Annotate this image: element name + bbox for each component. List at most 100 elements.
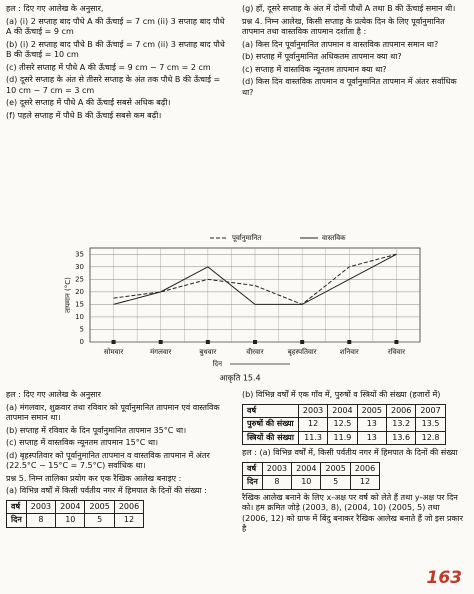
paragraph: (g) हाँ, दूसरे सप्ताह के अंत में दोनों प… bbox=[242, 4, 456, 13]
table-cell: वर्ष bbox=[6, 499, 27, 514]
paragraph: रैखिक आलेख बनाने के लिए x-अक्ष पर वर्ष क… bbox=[242, 492, 463, 534]
x-tick-label: मंगलवार bbox=[150, 348, 172, 356]
table: वर्ष 2003 2004 2005 2006 दिन 8 10 5 12 bbox=[242, 461, 381, 490]
table-cell: 2003 bbox=[25, 499, 57, 514]
table-cell: 12 bbox=[113, 513, 145, 528]
table-row: स्त्रियों की संख्या 11.3 11.9 13 13.6 12.8 bbox=[242, 430, 446, 445]
x-tick-label: वीरवार bbox=[246, 347, 263, 356]
x-tick-mark bbox=[300, 340, 305, 344]
table-row: दिन 8 10 5 12 bbox=[6, 513, 145, 528]
x-tick-label: बुधवार bbox=[199, 348, 216, 356]
paragraph: (b) सप्ताह में पूर्वानुमानित अधिकतम तापम… bbox=[242, 52, 402, 61]
paragraph: (e) दूसरे सप्ताह में पौधे A की ऊँचाई सबस… bbox=[6, 98, 171, 107]
table-cell: दिन bbox=[6, 513, 27, 528]
y-axis-label: तापमान (°C) bbox=[64, 277, 72, 313]
table-cell: 2003 bbox=[261, 461, 293, 476]
table-cell: 13 bbox=[356, 430, 387, 445]
paragraph: (c) सप्ताह में वास्तविक न्यूनतम तापमान क… bbox=[242, 64, 387, 74]
y-tick-label: 0 bbox=[80, 338, 84, 346]
y-tick-label: 25 bbox=[75, 275, 84, 283]
paragraph: (c) तीसरे सप्ताह में पौधे A की ऊँचाई = 9… bbox=[6, 62, 211, 72]
x-tick-mark bbox=[158, 340, 163, 344]
paragraph: हल : (a) विभिन्न वर्षों में, किसी पर्वती… bbox=[242, 448, 458, 457]
top-left-column: हल : दिए गए आलेख के अनुसार, (a) (i) 2 सप्… bbox=[6, 4, 230, 123]
table-cell: 13.2 bbox=[385, 417, 417, 432]
x-tick-mark bbox=[111, 340, 116, 344]
table-row: वर्ष 2003 2004 2005 2006 bbox=[242, 461, 381, 476]
table-cell: 13.5 bbox=[415, 417, 446, 432]
figure-caption: आकृति 15.4 bbox=[219, 373, 260, 384]
table-cell: 10 bbox=[291, 475, 322, 490]
paragraph: (d) दूसरे सप्ताह के अंत से तीसरे सप्ताह … bbox=[6, 75, 221, 95]
paragraph: (c) सप्ताह में वास्तविक न्यूनतम तापमान 1… bbox=[6, 438, 159, 447]
table-cell: 2006 bbox=[113, 499, 145, 514]
legend-label: वास्तविक bbox=[322, 233, 346, 242]
table-cell: वर्ष bbox=[242, 461, 263, 476]
paragraph: (a) मंगलवार, शुक्रवार तथा रविवार को पूर्… bbox=[6, 402, 220, 423]
paragraph: प्रश्न 4. निम्न आलेख, किसी सप्ताह के प्र… bbox=[242, 16, 445, 37]
y-tick-label: 10 bbox=[75, 313, 84, 321]
table-cell: पुरुषों की संख्या bbox=[242, 417, 299, 432]
paragraph: (d) किस दिन वास्तविक तापमान व पूर्वानुमा… bbox=[242, 77, 457, 97]
table-cell: 2006 bbox=[385, 403, 417, 418]
table-cell: 12 bbox=[297, 417, 329, 432]
table-cell: 2005 bbox=[320, 461, 351, 476]
paragraph: हल : दिए गए आलेख के अनुसार, bbox=[6, 4, 104, 13]
chart: 0 5 10 15 20 25 30 35 तापमान (°C) सोमवार मंगलवार बु… bbox=[64, 233, 421, 384]
x-tick-mark bbox=[394, 340, 399, 344]
x-tick-label: बृहस्पतिवार bbox=[288, 347, 317, 356]
x-tick-mark bbox=[253, 340, 257, 344]
bottom-left-column: हल : दिए गए आलेख के अनुसार (a) मंगलवार, श… bbox=[6, 390, 230, 531]
table-row: दिन 8 10 5 12 bbox=[242, 475, 381, 490]
table-cell: 2006 bbox=[349, 461, 381, 476]
table-cell: 2005 bbox=[84, 499, 115, 514]
table-cell: 13.6 bbox=[385, 430, 417, 445]
table-cell: 12.5 bbox=[327, 417, 358, 432]
paragraph: (a) (i) 2 सप्ताह बाद पौधे A की ऊँचाई = 7… bbox=[6, 16, 225, 37]
paragraph: (b) विभिन्न वर्षों में एक गाँव में, पुरु… bbox=[242, 390, 441, 399]
table: वर्ष 2003 2004 2005 2006 2007 पुरुषों की संख्य… bbox=[242, 403, 446, 446]
table-cell: दिन bbox=[242, 475, 263, 490]
table: वर्ष 2003 2004 2005 2006 दिन 8 10 5 12 bbox=[6, 499, 145, 528]
x-tick-label: सोमवार bbox=[104, 347, 123, 356]
y-tick-label: 30 bbox=[75, 263, 84, 271]
table-cell: 10 bbox=[55, 513, 86, 528]
paragraph: हल : दिए गए आलेख के अनुसार bbox=[6, 390, 101, 399]
series-line bbox=[113, 253, 397, 305]
table-cell: 5 bbox=[320, 475, 351, 490]
table-cell: 2004 bbox=[291, 461, 322, 476]
bottom-right-column: (b) विभिन्न वर्षों में एक गाँव में, पुरु… bbox=[242, 390, 468, 537]
paragraph: (b) सप्ताह में रविवार के दिन पूर्वानुमान… bbox=[6, 425, 187, 435]
table-cell: 2007 bbox=[415, 403, 446, 418]
x-tick-label: शनिवार bbox=[340, 347, 359, 356]
paragraph: (b) (i) 2 सप्ताह बाद पौधे B की ऊँचाई = 7… bbox=[6, 39, 225, 60]
table-cell: 2005 bbox=[356, 403, 387, 418]
table-cell: 2004 bbox=[327, 403, 358, 418]
legend-label: पूर्वानुमानित bbox=[232, 233, 262, 242]
x-axis-label: दिन bbox=[213, 359, 223, 368]
table-cell: 2004 bbox=[55, 499, 86, 514]
table-cell: वर्ष bbox=[242, 403, 299, 418]
table-cell: स्त्रियों की संख्या bbox=[242, 430, 299, 445]
paragraph: (a) विभिन्न वर्षों में किसी पर्वतीय नगर … bbox=[6, 486, 207, 495]
top-right-column: (g) हाँ, दूसरे सप्ताह के अंत में दोनों प… bbox=[242, 4, 468, 100]
y-tick-label: 5 bbox=[80, 325, 84, 333]
table-row: पुरुषों की संख्या 12 12.5 13 13.2 13.5 bbox=[242, 417, 446, 432]
table-cell: 11.3 bbox=[297, 430, 329, 445]
table-cell: 2003 bbox=[297, 403, 329, 418]
y-tick-label: 35 bbox=[75, 250, 84, 258]
paragraph: (f) पहले सप्ताह में पौधे B की ऊँचाई सबसे… bbox=[6, 110, 162, 120]
table-cell: 8 bbox=[25, 513, 57, 528]
y-tick-label: 20 bbox=[75, 288, 84, 296]
paragraph: (a) किस दिन पूर्वानुमानित तापमान व वास्त… bbox=[242, 39, 439, 49]
table-cell: 12 bbox=[349, 475, 381, 490]
table-cell: 8 bbox=[261, 475, 293, 490]
table-cell: 13 bbox=[356, 417, 387, 432]
x-tick-mark bbox=[205, 340, 210, 344]
table-row: वर्ष 2003 2004 2005 2006 bbox=[6, 499, 145, 514]
table-cell: 11.9 bbox=[327, 430, 358, 445]
table-row: वर्ष 2003 2004 2005 2006 2007 bbox=[242, 403, 446, 418]
series-line bbox=[113, 253, 397, 305]
page-number: 163 bbox=[426, 568, 463, 588]
